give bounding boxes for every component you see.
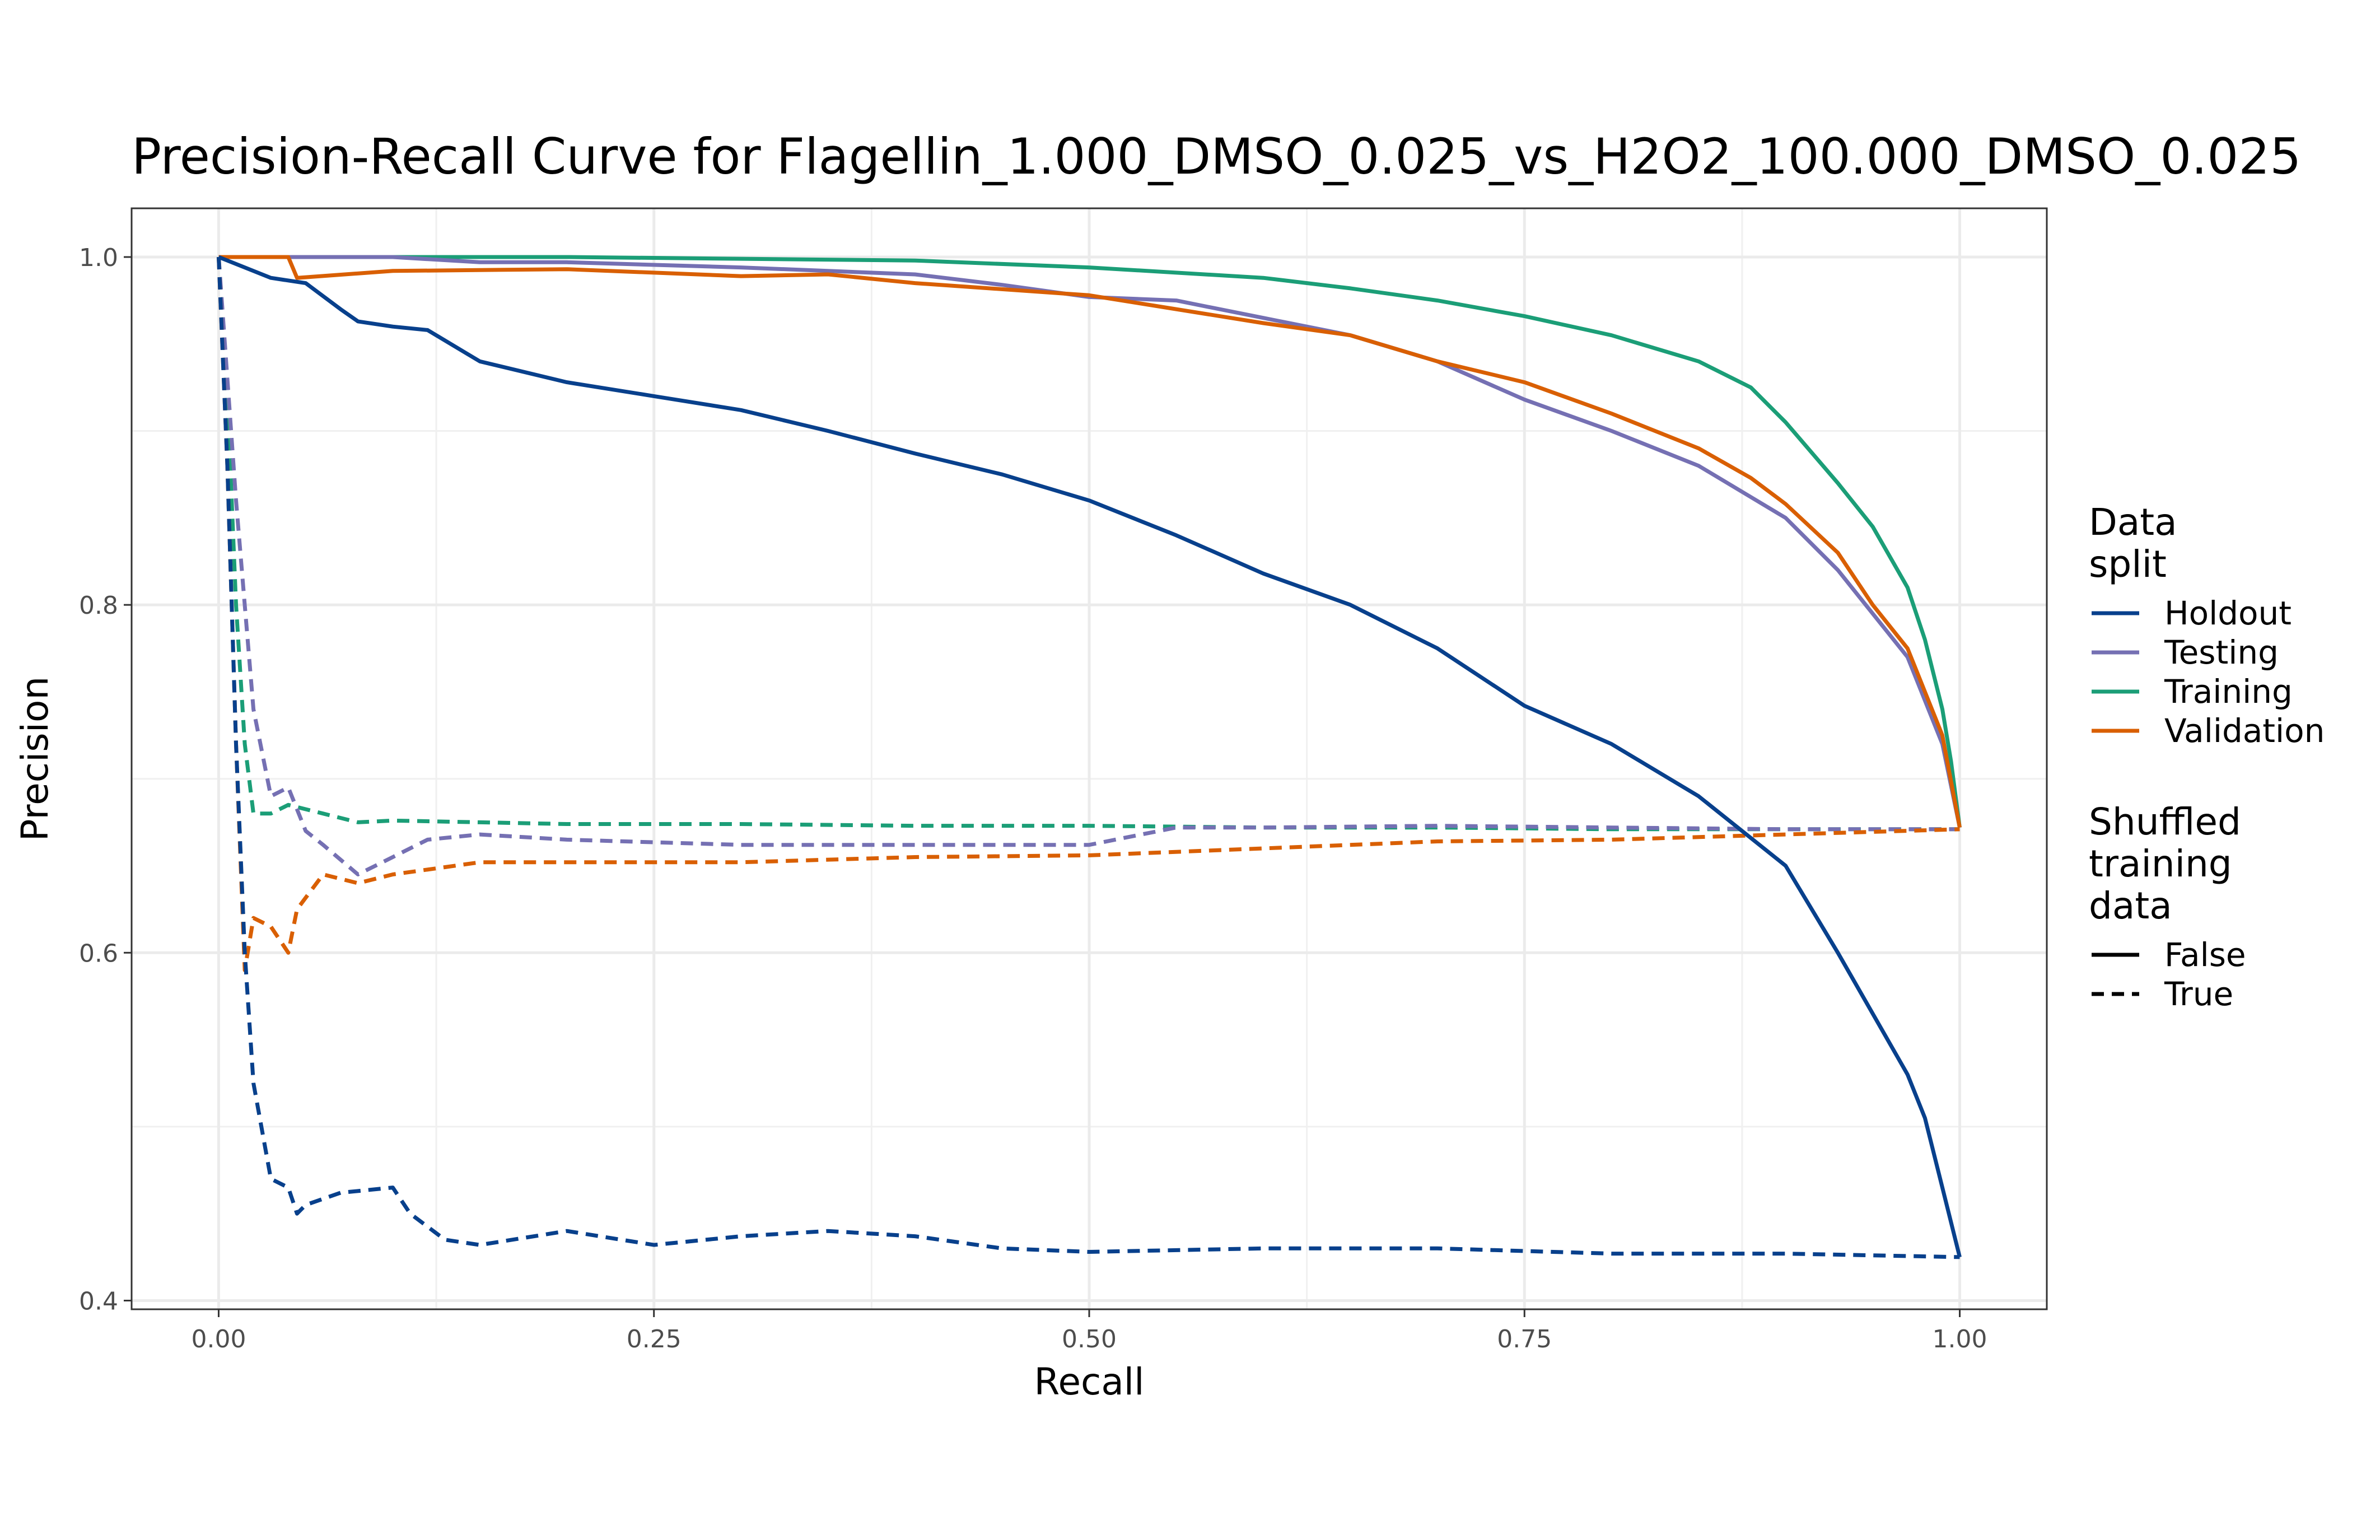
legend-label-true: True bbox=[2164, 975, 2233, 1013]
x-tick-label: 1.00 bbox=[1933, 1325, 1987, 1354]
series-line-training-unshuffled bbox=[218, 255, 1962, 828]
legend-label-testing: Testing bbox=[2164, 633, 2279, 671]
x-axis-title: Recall bbox=[1034, 1360, 1145, 1403]
series-line-testing-shuffled bbox=[217, 256, 1960, 876]
legend-title-shuffled-training-data: data bbox=[2089, 884, 2172, 927]
x-tick-label: 0.25 bbox=[627, 1325, 682, 1354]
legend-label-false: False bbox=[2164, 936, 2246, 974]
legend-label-validation: Validation bbox=[2164, 712, 2325, 750]
y-tick-label: 0.8 bbox=[79, 591, 118, 620]
x-tick-label: 0.50 bbox=[1062, 1325, 1117, 1354]
series-layer bbox=[217, 255, 1962, 1259]
y-tick-label: 0.4 bbox=[79, 1287, 118, 1315]
axes: 0.00 0.25 0.50 0.75 1.00 0.4 0.6 0.8 1.0 bbox=[79, 244, 1987, 1354]
series-line-validation-unshuffled bbox=[218, 255, 1962, 828]
legend-title-data-split: split bbox=[2089, 543, 2167, 586]
legend-title-shuffled-training-data: Shuffled bbox=[2089, 800, 2241, 843]
series-line-holdout-unshuffled bbox=[218, 255, 1962, 1258]
series-line-validation-shuffled bbox=[217, 256, 1960, 972]
series-line-holdout-shuffled bbox=[217, 256, 1960, 1259]
y-axis-title: Precision bbox=[13, 676, 57, 842]
y-tick-label: 1.0 bbox=[79, 244, 118, 272]
legend-title-data-split: Data bbox=[2089, 501, 2177, 544]
y-tick-label: 0.6 bbox=[79, 939, 118, 968]
x-tick-label: 0.75 bbox=[1497, 1325, 1552, 1354]
legend-label-training: Training bbox=[2164, 673, 2293, 711]
legend-label-holdout: Holdout bbox=[2164, 594, 2292, 632]
x-tick-label: 0.00 bbox=[191, 1325, 246, 1354]
chart-title: Precision-Recall Curve for Flagellin_1.0… bbox=[132, 128, 2301, 185]
legend-title-shuffled-training-data: training bbox=[2089, 842, 2232, 885]
